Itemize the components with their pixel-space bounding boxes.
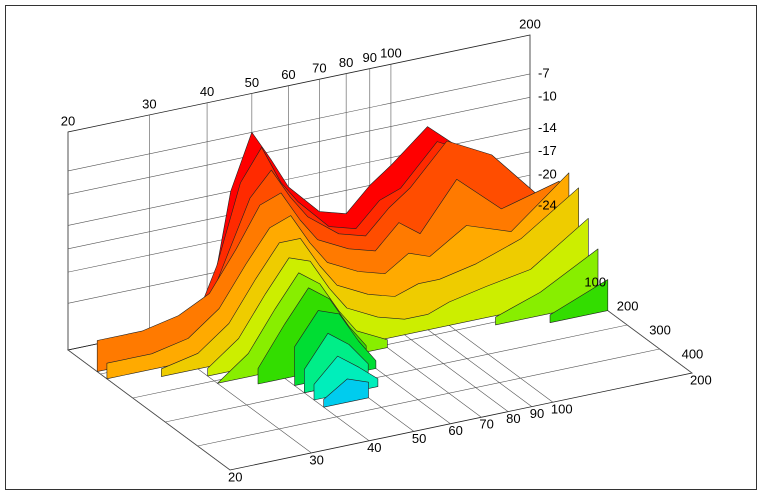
- z-tick-label: -10: [538, 89, 557, 104]
- x-tick-label: 50: [412, 431, 426, 446]
- x-tick-label: 30: [142, 96, 156, 111]
- x-tick-label: 200: [690, 372, 712, 387]
- slice: [106, 172, 570, 380]
- depth-tick-label: 400: [682, 346, 704, 361]
- z-tick-label: -20: [538, 167, 557, 182]
- slice: [549, 279, 609, 324]
- floor-grid-line: [67, 349, 231, 471]
- floor-grid-line: [197, 348, 660, 447]
- x-tick-label: 40: [367, 440, 381, 455]
- x-tick-label: 60: [281, 67, 295, 82]
- z-tick-label: -7: [538, 65, 550, 80]
- depth-tick-label: 100: [584, 274, 606, 289]
- x-tick-label: 70: [479, 417, 493, 432]
- depth-tick-label: 200: [617, 298, 639, 313]
- floor-grid-line: [165, 324, 628, 423]
- x-tick-label: 20: [61, 113, 75, 128]
- wall-grid-line: [67, 96, 531, 195]
- x-tick-label: 80: [506, 411, 520, 426]
- z-tick-label: -17: [538, 143, 557, 158]
- x-tick-label: 40: [200, 84, 214, 99]
- z-tick-label: -14: [538, 120, 557, 135]
- x-tick-label: 30: [309, 452, 323, 467]
- x-tick-label: 20: [228, 469, 242, 484]
- x-tick-label: 200: [519, 16, 541, 31]
- x-tick-label: 100: [380, 46, 402, 61]
- x-tick-label: 50: [245, 75, 259, 90]
- z-tick-label: -24: [538, 198, 557, 213]
- x-tick-label: 90: [363, 50, 377, 65]
- x-tick-label: 90: [530, 406, 544, 421]
- slice: [323, 378, 369, 408]
- x-tick-label: 80: [339, 55, 353, 70]
- x-tick-label: 70: [312, 61, 326, 76]
- depth-tick-label: 300: [649, 322, 671, 337]
- x-tick-label: 100: [551, 402, 573, 417]
- x-tick-label: 60: [448, 423, 462, 438]
- wall-grid-line: [67, 73, 531, 172]
